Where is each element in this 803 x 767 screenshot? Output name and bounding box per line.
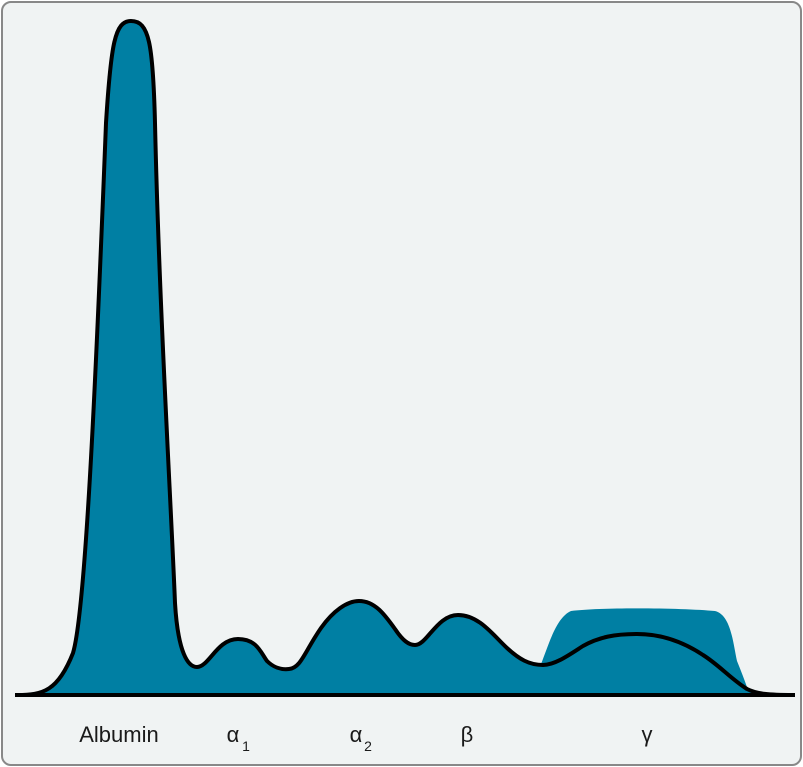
label-alpha1-symbol: α	[227, 722, 240, 747]
electrophoresis-diagram: Albumin α 1 α 2 β γ	[15, 19, 795, 754]
label-alpha2-subscript: 2	[364, 738, 372, 754]
protein-curve-outline	[15, 19, 795, 697]
label-albumin: Albumin	[79, 722, 158, 747]
label-alpha1-subscript: 1	[242, 738, 250, 754]
label-beta: β	[461, 722, 474, 747]
label-alpha2-symbol: α	[350, 722, 363, 747]
protein-curve-fill	[17, 21, 793, 696]
label-gamma: γ	[642, 722, 653, 747]
